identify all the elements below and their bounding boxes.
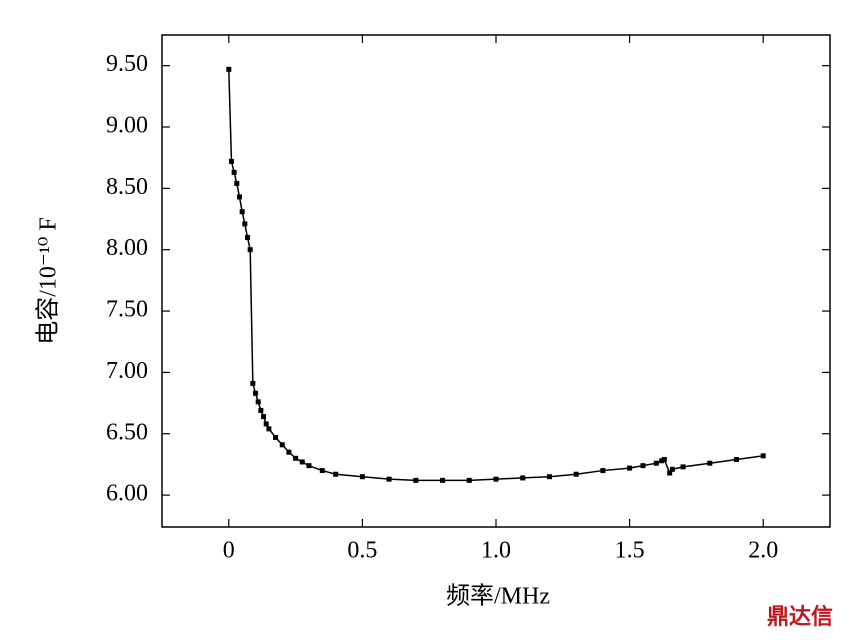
data-point <box>413 477 419 483</box>
data-point <box>520 475 526 481</box>
data-point <box>231 169 237 175</box>
data-point <box>245 234 251 240</box>
data-point <box>293 455 299 461</box>
data-point <box>263 421 269 427</box>
data-point <box>234 180 240 186</box>
data-point <box>707 460 713 466</box>
y-tick-label: 9.50 <box>106 51 148 77</box>
data-point <box>286 449 292 455</box>
data-point <box>653 460 659 466</box>
data-point <box>319 468 325 474</box>
data-point <box>236 194 242 200</box>
data-point <box>669 466 675 472</box>
x-tick-label: 2.0 <box>748 538 778 564</box>
data-point <box>228 158 234 164</box>
data-point <box>546 474 552 480</box>
data-point <box>667 470 673 476</box>
data-point <box>247 247 253 253</box>
data-point <box>258 407 264 413</box>
data-point <box>279 442 285 448</box>
x-tick-label: 1.0 <box>481 538 511 564</box>
data-point <box>627 465 633 471</box>
y-tick-label: 8.00 <box>106 235 148 261</box>
data-point <box>760 453 766 459</box>
data-point <box>359 474 365 480</box>
data-point <box>386 476 392 482</box>
data-point <box>306 463 312 469</box>
data-point <box>680 464 686 470</box>
data-point <box>640 463 646 469</box>
data-point <box>733 457 739 463</box>
data-point <box>250 380 256 386</box>
data-point <box>299 459 305 465</box>
data-point <box>226 66 232 72</box>
data-point <box>466 477 472 483</box>
y-tick-label: 7.00 <box>106 358 148 384</box>
x-tick-label: 0.5 <box>347 538 377 564</box>
x-tick-label: 0 <box>223 538 235 564</box>
data-point <box>573 471 579 477</box>
data-point <box>253 390 259 396</box>
y-tick-label: 6.50 <box>106 419 148 445</box>
data-line <box>228 69 764 482</box>
data-point <box>273 434 279 440</box>
data-point <box>239 209 245 215</box>
x-axis-label: 频率/MHz <box>446 583 550 610</box>
plot-frame <box>161 34 831 528</box>
watermark: 鼎达信 <box>767 604 833 630</box>
data-point <box>493 476 499 482</box>
data-point <box>600 468 606 474</box>
y-axis-label: 电容/10⁻¹⁰ F <box>35 217 62 345</box>
data-point <box>659 458 665 464</box>
data-point <box>242 221 248 227</box>
data-point <box>261 414 267 420</box>
data-point <box>266 426 272 432</box>
data-point <box>661 457 667 463</box>
y-tick-label: 7.50 <box>106 297 148 323</box>
x-tick-label: 1.5 <box>615 538 645 564</box>
y-tick-label: 8.50 <box>106 174 148 200</box>
y-tick-label: 9.00 <box>106 113 148 139</box>
y-tick-label: 6.00 <box>106 481 148 507</box>
data-point <box>255 399 261 405</box>
data-point <box>333 471 339 477</box>
data-point <box>440 477 446 483</box>
